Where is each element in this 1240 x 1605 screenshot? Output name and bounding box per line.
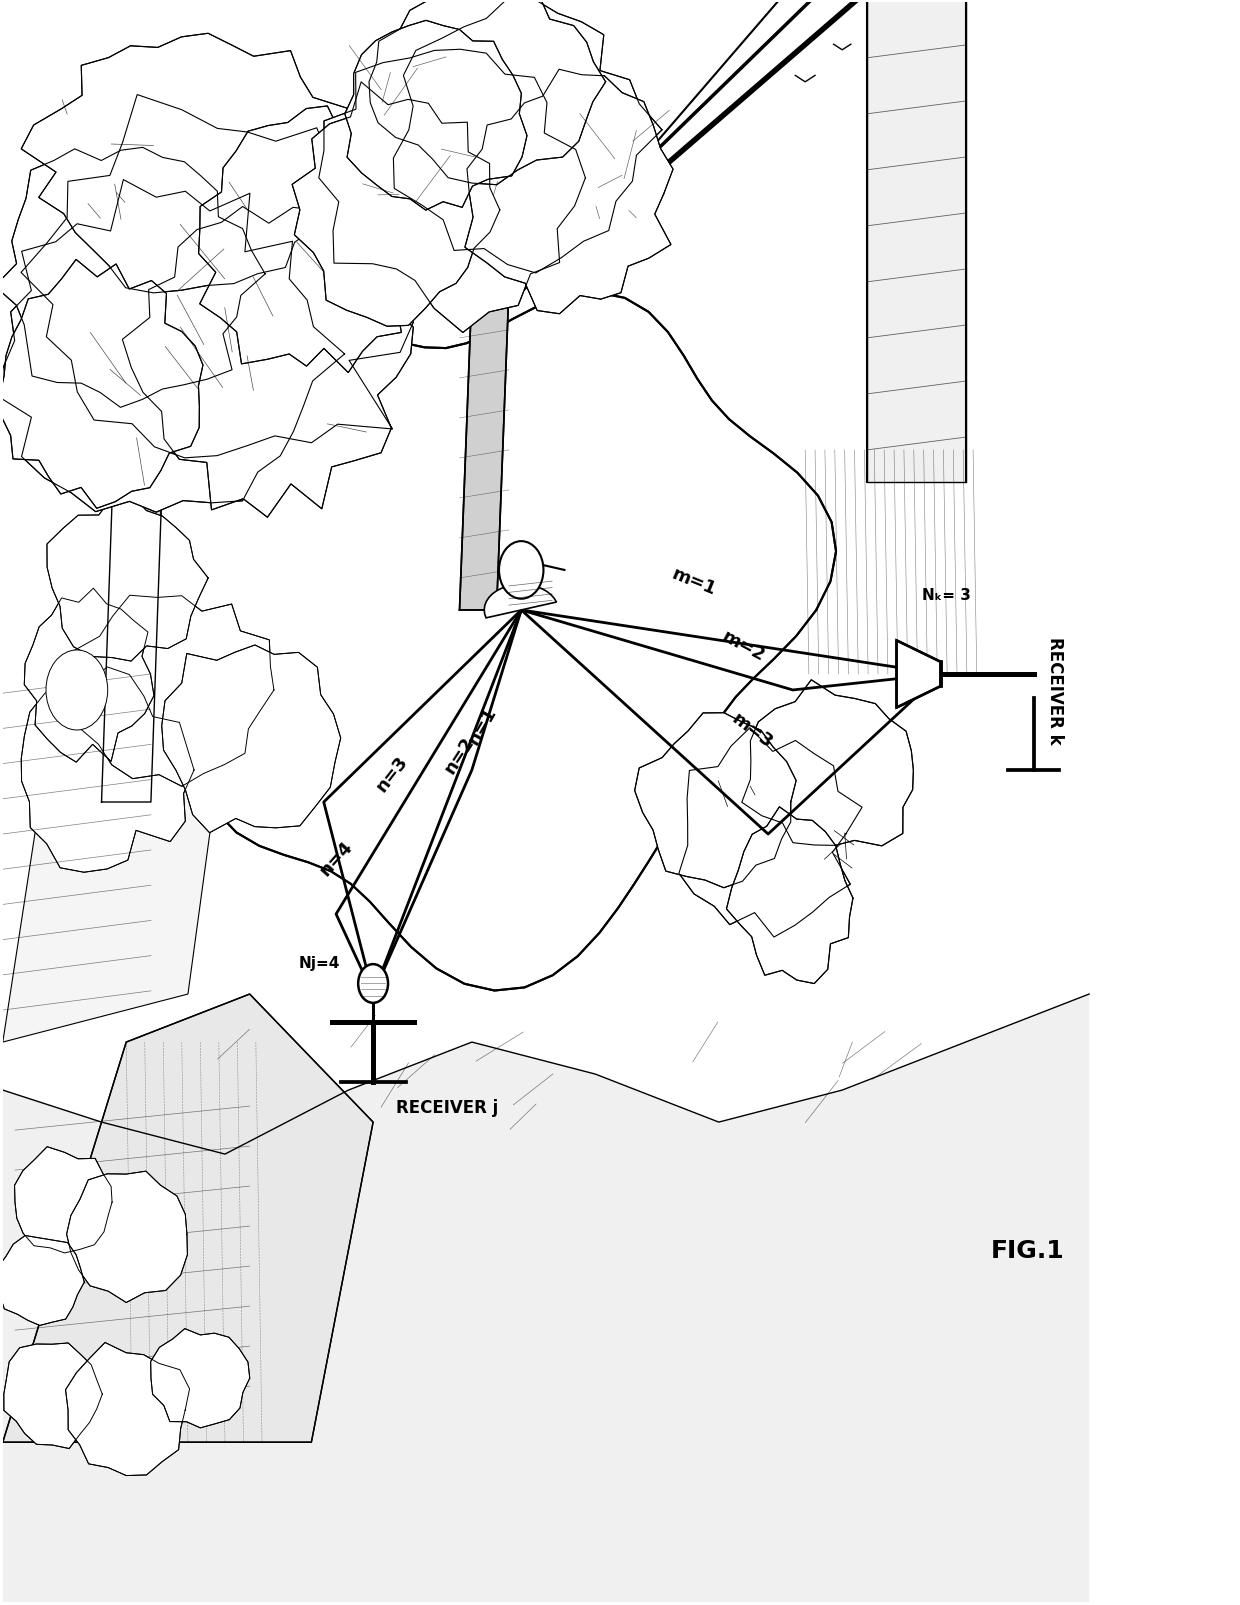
Text: Nₖ= 3: Nₖ= 3: [923, 587, 971, 602]
Polygon shape: [64, 595, 274, 786]
Polygon shape: [635, 713, 796, 888]
Polygon shape: [465, 71, 673, 315]
Text: Nj=4: Nj=4: [299, 955, 341, 971]
Polygon shape: [66, 1343, 190, 1475]
Text: n=1: n=1: [464, 705, 500, 748]
Text: m=1: m=1: [670, 565, 719, 599]
Polygon shape: [484, 586, 557, 618]
Polygon shape: [678, 729, 862, 937]
Polygon shape: [21, 668, 193, 873]
Polygon shape: [198, 108, 435, 374]
Polygon shape: [47, 496, 208, 661]
Polygon shape: [25, 589, 154, 762]
Polygon shape: [319, 50, 585, 334]
Polygon shape: [0, 148, 265, 408]
Circle shape: [46, 650, 108, 730]
Polygon shape: [0, 1236, 84, 1326]
Polygon shape: [742, 681, 914, 846]
Polygon shape: [867, 0, 966, 483]
Polygon shape: [21, 96, 413, 459]
Text: RECEIVER j: RECEIVER j: [396, 1098, 498, 1117]
Polygon shape: [393, 0, 662, 274]
Polygon shape: [4, 1343, 102, 1449]
Polygon shape: [2, 995, 373, 1443]
Circle shape: [498, 542, 543, 599]
Polygon shape: [727, 807, 853, 984]
Polygon shape: [460, 291, 508, 610]
Polygon shape: [897, 640, 941, 708]
Polygon shape: [102, 451, 164, 802]
Polygon shape: [151, 1329, 249, 1428]
Polygon shape: [0, 260, 203, 509]
Polygon shape: [125, 294, 836, 990]
Polygon shape: [161, 645, 341, 833]
Text: m=2: m=2: [719, 628, 768, 664]
Text: FIG.1: FIG.1: [991, 1239, 1064, 1263]
Polygon shape: [123, 207, 413, 518]
Polygon shape: [21, 34, 350, 294]
Polygon shape: [370, 0, 605, 186]
Polygon shape: [67, 1172, 187, 1303]
Polygon shape: [345, 21, 527, 210]
Text: RECEIVER k: RECEIVER k: [1045, 637, 1064, 745]
Text: n=4: n=4: [316, 838, 356, 880]
Polygon shape: [15, 1148, 112, 1254]
Text: n=2: n=2: [441, 733, 479, 777]
Circle shape: [358, 965, 388, 1003]
Polygon shape: [1, 180, 345, 514]
Text: n=3: n=3: [372, 753, 412, 794]
Polygon shape: [293, 83, 500, 327]
Text: m=3: m=3: [728, 709, 776, 751]
Polygon shape: [2, 642, 224, 1042]
